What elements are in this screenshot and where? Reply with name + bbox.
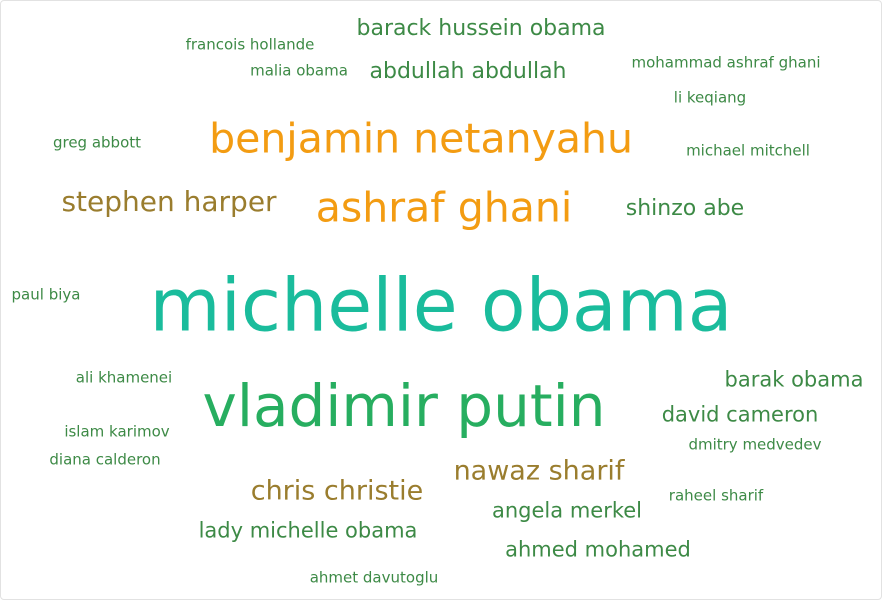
word-abdullah-abdullah[interactable]: abdullah abdullah: [369, 59, 567, 84]
word-nawaz-sharif[interactable]: nawaz sharif: [453, 455, 625, 487]
word-islam-karimov[interactable]: islam karimov: [64, 422, 170, 441]
word-benjamin-netanyahu[interactable]: benjamin netanyahu: [209, 114, 633, 163]
word-stephen-harper[interactable]: stephen harper: [61, 185, 277, 218]
word-michael-mitchell[interactable]: michael mitchell: [686, 141, 810, 160]
word-barack-hussein-obama[interactable]: barack hussein obama: [356, 16, 606, 41]
word-ahmet-davutoglu[interactable]: ahmet davutoglu: [309, 568, 439, 587]
word-malia-obama[interactable]: malia obama: [250, 61, 348, 80]
word-dmitry-medvedev[interactable]: dmitry medvedev: [688, 435, 822, 454]
word-chris-christie[interactable]: chris christie: [250, 475, 424, 507]
word-david-cameron[interactable]: david cameron: [661, 402, 819, 427]
word-shinzo-abe[interactable]: shinzo abe: [625, 196, 745, 221]
word-diana-calderon[interactable]: diana calderon: [49, 450, 161, 469]
word-ali-khamenei[interactable]: ali khamenei: [75, 368, 173, 387]
word-angela-merkel[interactable]: angela merkel: [492, 498, 642, 523]
word-vladimir-putin[interactable]: vladimir putin: [202, 372, 606, 440]
word-lady-michelle-obama[interactable]: lady michelle obama: [198, 518, 418, 543]
word-raheel-sharif[interactable]: raheel sharif: [668, 486, 764, 505]
word-li-keqiang[interactable]: li keqiang: [673, 88, 747, 107]
word-barak-obama[interactable]: barak obama: [724, 367, 864, 392]
word-paul-biya[interactable]: paul biya: [11, 285, 81, 304]
word-ashraf-ghani[interactable]: ashraf ghani: [315, 183, 573, 232]
word-greg-abbott[interactable]: greg abbott: [52, 133, 142, 152]
word-mohammad-ashraf-ghani[interactable]: mohammad ashraf ghani: [631, 53, 821, 72]
word-michelle-obama[interactable]: michelle obama: [149, 263, 733, 349]
word-ahmed-mohamed[interactable]: ahmed mohamed: [505, 537, 691, 562]
word-francois-hollande[interactable]: francois hollande: [185, 35, 315, 54]
